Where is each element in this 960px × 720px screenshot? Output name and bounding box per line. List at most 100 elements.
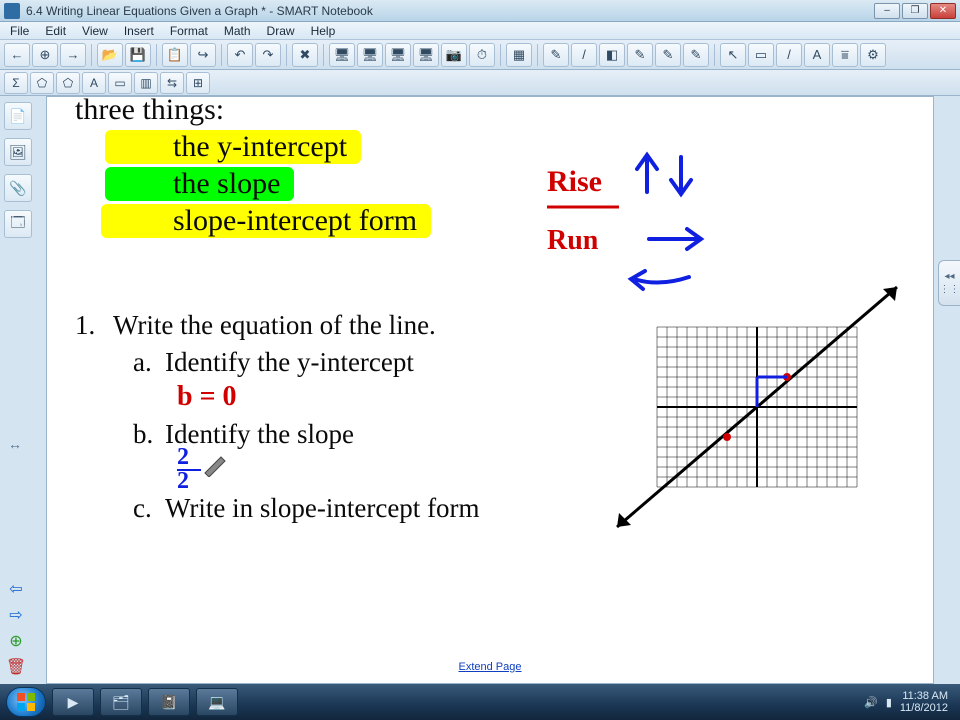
toolbar-btn-5[interactable]: 💾 (125, 43, 151, 67)
taskbar-item-4[interactable]: 💻 (196, 688, 238, 716)
toolbar2-btn-6[interactable]: ⇆ (160, 72, 184, 94)
whiteboard[interactable]: three things: 1. the y-intercept 2. the … (46, 96, 934, 684)
list-item-1: the y-intercept (105, 130, 361, 164)
toolbar-btn-2[interactable]: → (60, 43, 86, 67)
q-number: 1. (75, 310, 95, 341)
chevron-left-icon: ◂◂ (944, 271, 954, 282)
side-attach-icon[interactable]: 📎 (4, 174, 32, 202)
toolbar-btn-24[interactable]: ✎ (543, 43, 569, 67)
toolbar-btn-0[interactable]: ← (4, 43, 30, 67)
menu-bar: File Edit View Insert Format Math Draw H… (0, 22, 960, 40)
menu-format[interactable]: Format (164, 23, 214, 39)
toolbar-btn-27[interactable]: ✎ (627, 43, 653, 67)
taskbar-item-3[interactable]: 📓 (148, 688, 190, 716)
workspace: 📄 🖼 📎 🗔 ↔ ⇦ ⇨ ⊕ 🗑 ◂◂ ⋮⋮ three things: 1.… (0, 96, 960, 684)
list-item-3: slope-intercept form (101, 204, 431, 238)
toolbar-btn-1[interactable]: ⊕ (32, 43, 58, 67)
toolbar2-btn-7[interactable]: ⊞ (186, 72, 210, 94)
minimize-button[interactable]: – (874, 3, 900, 19)
tray-time: 11:38 AM (900, 690, 948, 702)
toolbar-btn-32[interactable]: ▭ (748, 43, 774, 67)
pen-cursor-icon (203, 453, 233, 477)
toolbar-btn-11[interactable]: ↷ (255, 43, 281, 67)
toolbar-btn-13[interactable]: ✖ (292, 43, 318, 67)
toolbar-btn-15[interactable]: 🖥 (329, 43, 355, 67)
next-page-button[interactable]: ⇨ (4, 604, 28, 626)
prev-page-button[interactable]: ⇦ (4, 578, 28, 600)
toolbar-main: ←⊕→📂💾📋↪↶↷✖🖥🖥🖥🖥📷⏱▦✎/◧✎✎✎↖▭/A⩸⚙ (0, 40, 960, 70)
qc-text: Write in slope-intercept form (165, 493, 480, 524)
tray-sound-icon[interactable]: 🔊 (864, 696, 878, 709)
toolbar-btn-17[interactable]: 🖥 (385, 43, 411, 67)
toolbar2-btn-3[interactable]: A (82, 72, 106, 94)
menu-edit[interactable]: Edit (39, 23, 72, 39)
toolbar-btn-16[interactable]: 🖥 (357, 43, 383, 67)
grip-icon: ⋮⋮ (940, 284, 960, 295)
page-content: three things: 1. the y-intercept 2. the … (47, 97, 933, 683)
qb-fraction: 2 2 (177, 447, 201, 492)
toolbar-secondary: Σ⬠⬠A▭▥⇆⊞ (0, 70, 960, 96)
system-tray: 🔊 ▮ 11:38 AM 11/8/2012 (864, 690, 954, 714)
toolbar-btn-22[interactable]: ▦ (506, 43, 532, 67)
side-gallery-icon[interactable]: 🖼 (4, 138, 32, 166)
toolbar-btn-10[interactable]: ↶ (227, 43, 253, 67)
taskbar-item-1[interactable]: ▶ (52, 688, 94, 716)
qb-frac-top: 2 (177, 447, 201, 469)
menu-help[interactable]: Help (305, 23, 342, 39)
toolbar-btn-26[interactable]: ◧ (599, 43, 625, 67)
qc-num: c. (133, 493, 152, 524)
toolbar-btn-19[interactable]: 📷 (441, 43, 467, 67)
toolbar-btn-33[interactable]: / (776, 43, 802, 67)
window-title: 6.4 Writing Linear Equations Given a Gra… (26, 4, 874, 18)
qa-text: Identify the y-intercept (165, 347, 414, 378)
toolbar-btn-31[interactable]: ↖ (720, 43, 746, 67)
add-page-button[interactable]: ⊕ (4, 630, 28, 652)
toolbar2-btn-4[interactable]: ▭ (108, 72, 132, 94)
toolbar-btn-28[interactable]: ✎ (655, 43, 681, 67)
toolbar2-btn-2[interactable]: ⬠ (56, 72, 80, 94)
title-bar: 6.4 Writing Linear Equations Given a Gra… (0, 0, 960, 22)
menu-file[interactable]: File (4, 23, 35, 39)
tray-date: 11/8/2012 (900, 702, 948, 714)
coordinate-graph (607, 277, 907, 537)
toolbar2-btn-1[interactable]: ⬠ (30, 72, 54, 94)
toolbar-btn-8[interactable]: ↪ (190, 43, 216, 67)
list-item-2: the slope (105, 167, 294, 201)
side-props-icon[interactable]: 🗔 (4, 210, 32, 238)
menu-draw[interactable]: Draw (261, 23, 301, 39)
qa-answer: b = 0 (177, 381, 237, 413)
move-handle-icon[interactable]: ↔ (8, 436, 22, 452)
toolbar-btn-34[interactable]: A (804, 43, 830, 67)
side-pages-icon[interactable]: 📄 (4, 102, 32, 130)
menu-view[interactable]: View (76, 23, 114, 39)
toolbar-btn-36[interactable]: ⚙ (860, 43, 886, 67)
menu-math[interactable]: Math (218, 23, 257, 39)
page-nav: ⇦ ⇨ ⊕ 🗑 (4, 578, 28, 678)
heading-text: three things: (75, 96, 224, 127)
tray-clock[interactable]: 11:38 AM 11/8/2012 (900, 690, 948, 714)
toolbar2-btn-5[interactable]: ▥ (134, 72, 158, 94)
restore-button[interactable]: ❐ (902, 3, 928, 19)
menu-insert[interactable]: Insert (118, 23, 160, 39)
del-page-button[interactable]: 🗑 (4, 656, 28, 678)
qa-num: a. (133, 347, 152, 378)
toolbar2-btn-0[interactable]: Σ (4, 72, 28, 94)
qb-text: Identify the slope (165, 419, 354, 450)
toolbar-btn-29[interactable]: ✎ (683, 43, 709, 67)
windows-logo-icon (16, 692, 36, 712)
toolbar-btn-20[interactable]: ⏱ (469, 43, 495, 67)
toolbar-btn-35[interactable]: ⩸ (832, 43, 858, 67)
close-button[interactable]: ✕ (930, 3, 956, 19)
q-text: Write the equation of the line. (113, 310, 436, 341)
toolbar-btn-7[interactable]: 📋 (162, 43, 188, 67)
tray-net-icon[interactable]: ▮ (886, 696, 892, 709)
collapse-panel-button[interactable]: ◂◂ ⋮⋮ (938, 260, 960, 306)
extend-page-link[interactable]: Extend Page (459, 661, 522, 673)
toolbar-btn-4[interactable]: 📂 (97, 43, 123, 67)
taskbar-item-2[interactable]: 🗂 (100, 688, 142, 716)
taskbar: ▶ 🗂 📓 💻 🔊 ▮ 11:38 AM 11/8/2012 (0, 684, 960, 720)
start-button[interactable] (6, 687, 46, 717)
qb-frac-bot: 2 (177, 471, 201, 493)
toolbar-btn-18[interactable]: 🖥 (413, 43, 439, 67)
toolbar-btn-25[interactable]: / (571, 43, 597, 67)
